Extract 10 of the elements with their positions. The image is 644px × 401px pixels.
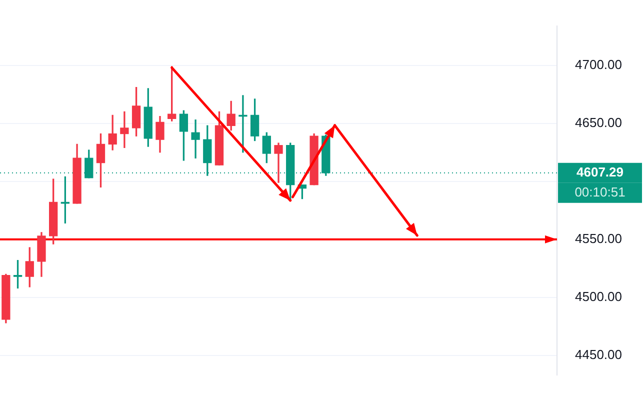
ref-line-label: 4607.29 <box>576 164 624 180</box>
text: 00:10:51 <box>574 184 626 200</box>
y-tick-label: 4550.00 <box>575 230 622 246</box>
candlestick <box>120 111 129 148</box>
candlestick <box>191 119 200 158</box>
y-tick-label: 4500.00 <box>575 289 622 304</box>
y-tick-label: 4450.00 <box>575 347 622 362</box>
candlestick <box>274 142 283 183</box>
y-tick-label: 4700.00 <box>575 56 622 72</box>
y-tick-label: 4650.00 <box>575 114 622 130</box>
